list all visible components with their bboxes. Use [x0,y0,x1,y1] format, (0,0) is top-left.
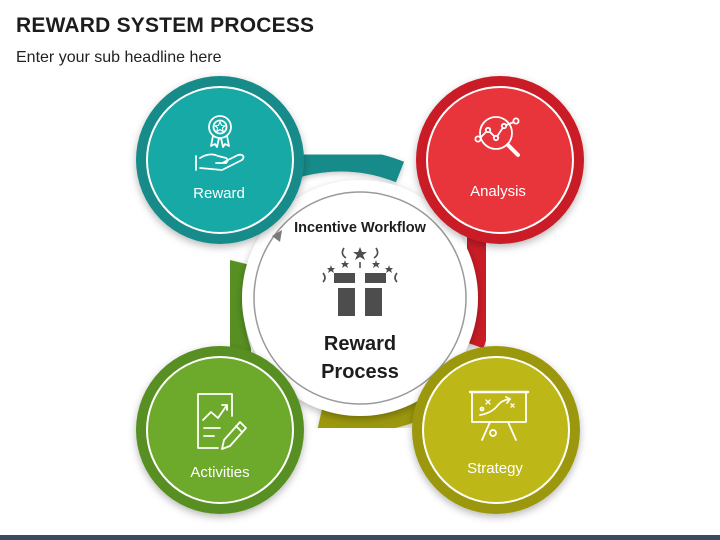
center-top-label: Incentive Workflow [294,220,427,236]
node-analysis: Analysis [416,76,584,244]
strategy-board-icon [468,390,530,441]
node-activities: Activities [136,346,304,514]
magnifier-chart-icon [474,116,520,157]
arrowhead-icon [272,230,282,242]
node-activities-label: Activities [190,464,249,481]
chart-pencil-icon [197,393,247,450]
node-strategy-label: Strategy [467,460,523,477]
center-circle: Incentive Workflow [242,180,478,416]
center-title-line2: Process [321,361,399,383]
award-hand-icon [195,115,245,171]
gift-box-icon [322,247,398,316]
slide-subtitle: Enter your sub headline here [16,49,222,66]
slide-title: REWARD SYSTEM PROCESS [16,14,315,37]
footer-bar [0,535,720,540]
arc-red [460,224,494,349]
center-title-line1: Reward [324,333,396,355]
node-strategy: Strategy [412,346,580,514]
node-analysis-label: Analysis [470,183,526,200]
node-reward-label: Reward [193,185,245,202]
node-reward: Reward [136,76,304,244]
